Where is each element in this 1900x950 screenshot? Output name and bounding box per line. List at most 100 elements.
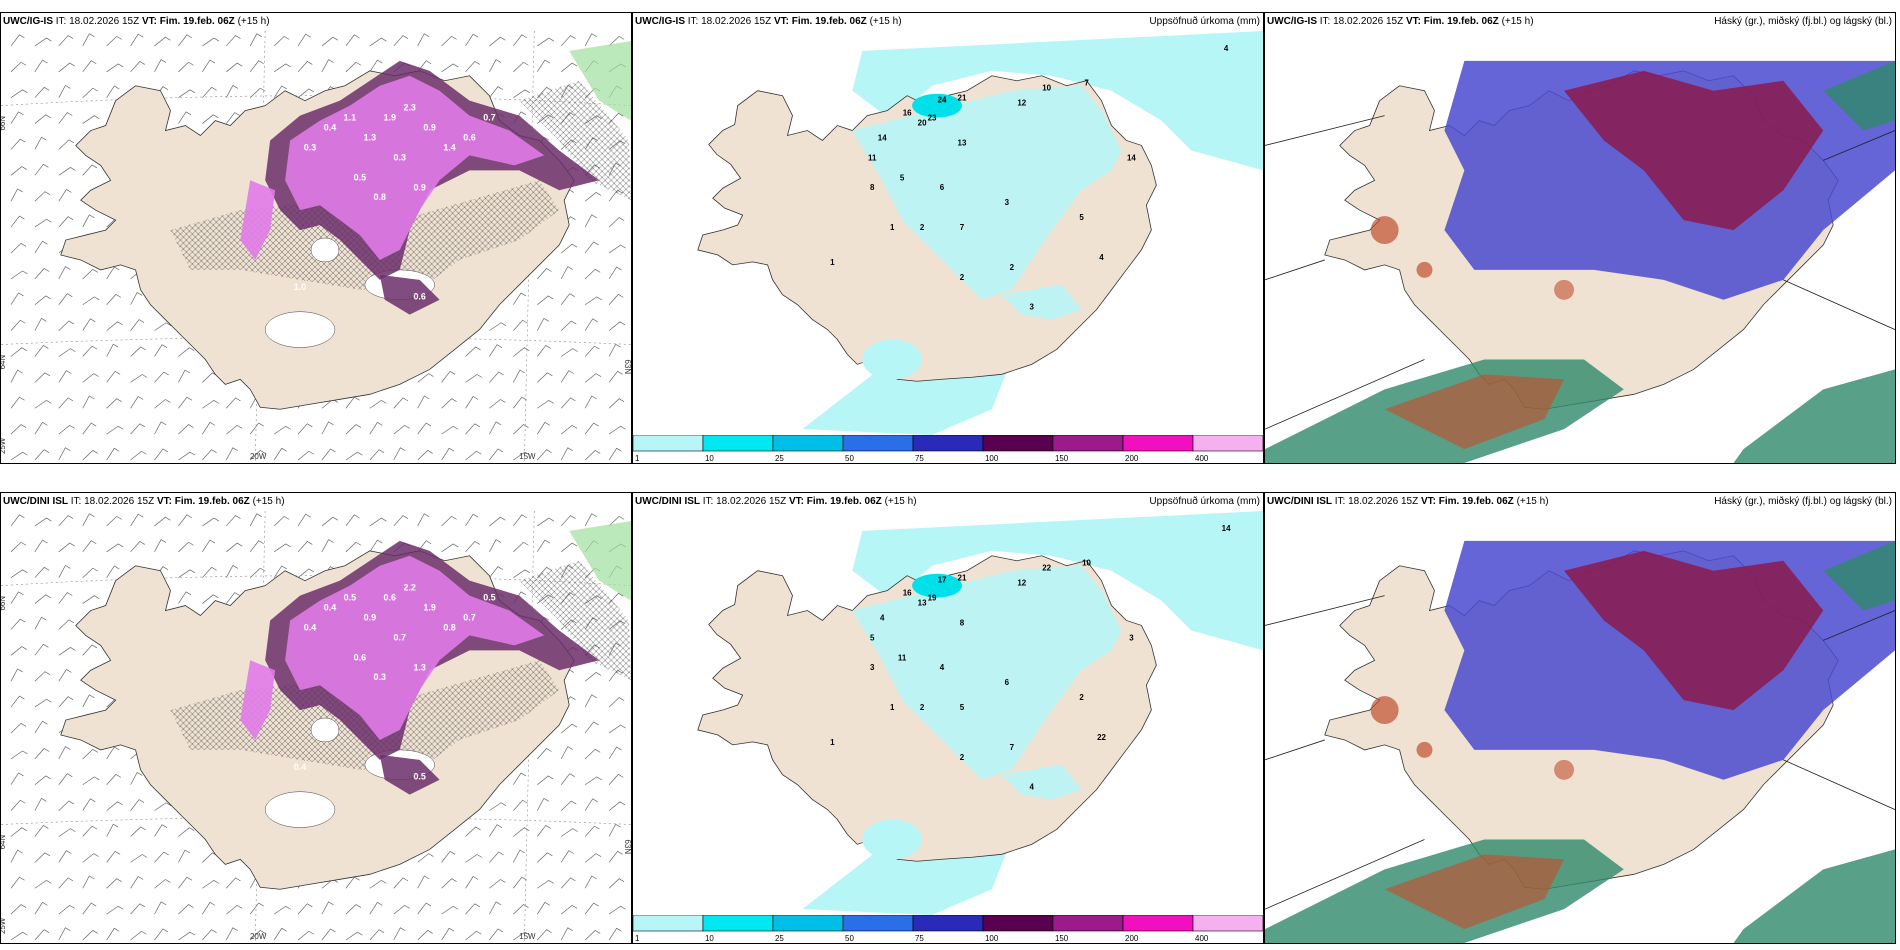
lead-time: (+15 h) [237, 16, 270, 27]
map-area [1265, 31, 1895, 463]
wind-barb [584, 902, 599, 915]
colorbar-swatch [1052, 915, 1124, 932]
init-time: IT: 18.02.2026 15Z [702, 496, 787, 507]
model-name: UWC/DINI ISL [1267, 496, 1332, 507]
wind-barb [608, 746, 622, 760]
colorbar-swatch [702, 435, 774, 452]
wind-barb [369, 539, 383, 552]
wind-barb [513, 849, 526, 863]
cloud-red-patch [1416, 261, 1433, 278]
precip-value-label: 8 [960, 618, 965, 627]
wind-barb [297, 568, 315, 578]
precip-value-label: 10 [1042, 84, 1051, 93]
wind-barb [513, 424, 529, 435]
wind-barb [345, 34, 360, 47]
wind-barb [154, 901, 167, 915]
wind-barb [417, 902, 432, 915]
wind-barb [273, 905, 291, 915]
wind-barb [178, 827, 195, 837]
wind-barb [537, 59, 551, 72]
precip-value-label: 0.6 [463, 132, 475, 142]
wind-barb [537, 901, 551, 915]
wind-barb [130, 292, 143, 305]
precip-value-label: 22 [1042, 564, 1051, 573]
wind-barb [584, 395, 597, 409]
lat-label-66: 66N [1, 596, 7, 611]
hatched-area [519, 80, 631, 201]
wind-barb [273, 35, 290, 47]
wind-barb [82, 748, 98, 760]
colorbar-swatch [633, 915, 704, 932]
wind-barb [297, 903, 313, 915]
map-svg: 0.4 0.4 0.5 0.9 0.6 2.2 1.9 0.8 0.7 0.5 0.6 0.3 0.7 1… [1, 511, 631, 943]
wind-barb [34, 698, 52, 708]
precip-value-label: 0.3 [304, 142, 316, 152]
wind-barb [34, 449, 50, 461]
wind-barb [345, 61, 362, 73]
lon-label-25w: 25W [1, 437, 7, 454]
wind-barb [273, 565, 287, 578]
wind-barb [584, 513, 597, 527]
wind-barb [369, 517, 387, 527]
wind-barb [58, 696, 74, 708]
wind-barb [536, 317, 550, 331]
precip-value-label: 0.9 [364, 612, 376, 622]
precip-value-label: 14 [878, 133, 887, 142]
precip-value-label: 6 [940, 183, 945, 192]
precip-value-label: 19 [928, 594, 937, 603]
wind-barb [82, 513, 95, 527]
wind-barb [561, 243, 578, 254]
cloud-panel-ig-is: UWC/IG-IS IT: 18.02.2026 15Z VT: Fim. 19… [1264, 12, 1896, 464]
field-title: Uppsöfnuð úrkoma (mm) [1149, 496, 1260, 507]
cloud-red-patch [1370, 696, 1399, 725]
colorbar-tick-label: 100 [985, 454, 999, 463]
map-area: 14 10 22 12 21 17 19 13 16 8 4 5 3 11 4 5 6 2 1 3 2 22 4 7 2 1 [633, 511, 1263, 915]
precip-value-label: 0.5 [354, 172, 366, 182]
wind-barb [608, 35, 625, 47]
wind-barb [178, 369, 191, 383]
wind-barb [202, 399, 220, 409]
precip-value-label: 5 [1079, 213, 1084, 222]
precip-shading [240, 40, 631, 315]
wind-barb [441, 905, 459, 915]
precip-value-label: 4 [1030, 783, 1035, 792]
wind-barb [393, 424, 410, 435]
lat-label-66: 66N [1, 116, 7, 131]
wind-barb [441, 398, 457, 409]
precip-value-label: 0.4 [294, 762, 306, 772]
precip-value-label: 0.9 [413, 182, 425, 192]
wind-barb [226, 592, 240, 604]
lon-label-15w: 15W [519, 452, 536, 461]
wind-barb [10, 569, 28, 578]
lead-time: (+15 h) [869, 16, 902, 27]
wind-barb [178, 347, 195, 357]
wind-barb [369, 399, 387, 409]
model-name: UWC/IG-IS [635, 16, 685, 27]
wind-barb [58, 370, 72, 383]
wind-barb [608, 905, 626, 915]
wind-barb [560, 850, 574, 863]
wind-barb [560, 927, 573, 941]
wind-barb [130, 930, 147, 941]
wind-barb [10, 904, 27, 915]
wind-barb [584, 930, 601, 941]
colorbar-tick-label: 400 [1195, 454, 1209, 463]
wind-barb [225, 927, 239, 941]
lon-label-20w: 20W [250, 932, 267, 941]
wind-barb [584, 798, 598, 811]
wind-barb [560, 266, 573, 280]
field-title: Háský (gr.), miðský (fj.bl.) og lágský (… [1714, 16, 1892, 27]
wind-barb [58, 397, 74, 409]
colorbar-tick-label: 1 [635, 934, 640, 943]
wind-barb [202, 114, 219, 124]
init-time: IT: 18.02.2026 15Z [70, 496, 155, 507]
wind-barb [82, 164, 98, 176]
wind-barb [226, 424, 243, 435]
precip-value-label: 4 [1099, 253, 1104, 262]
wind-barb [513, 34, 528, 47]
precip-value-label: 4 [880, 613, 885, 622]
wind-barb [10, 646, 27, 656]
wind-barb [226, 515, 241, 527]
colorbar-svg: 1 10 25 50 75 100 150 200 400 [633, 435, 1263, 463]
colorbar-tick-label: 25 [775, 934, 784, 943]
